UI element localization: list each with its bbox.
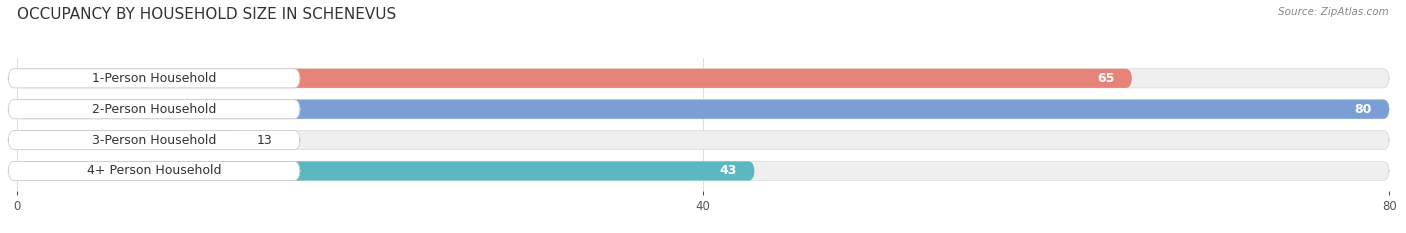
FancyBboxPatch shape [17, 130, 240, 150]
FancyBboxPatch shape [17, 130, 1389, 150]
FancyBboxPatch shape [8, 161, 299, 181]
FancyBboxPatch shape [17, 100, 1389, 119]
FancyBboxPatch shape [8, 130, 299, 150]
FancyBboxPatch shape [17, 100, 1389, 119]
Text: 80: 80 [1354, 103, 1372, 116]
Text: 3-Person Household: 3-Person Household [91, 134, 217, 147]
Text: Source: ZipAtlas.com: Source: ZipAtlas.com [1278, 7, 1389, 17]
Text: OCCUPANCY BY HOUSEHOLD SIZE IN SCHENEVUS: OCCUPANCY BY HOUSEHOLD SIZE IN SCHENEVUS [17, 7, 396, 22]
FancyBboxPatch shape [17, 69, 1389, 88]
FancyBboxPatch shape [8, 100, 299, 119]
Text: 43: 43 [720, 164, 737, 178]
Text: 2-Person Household: 2-Person Household [91, 103, 217, 116]
Text: 65: 65 [1097, 72, 1115, 85]
FancyBboxPatch shape [17, 69, 1132, 88]
Text: 4+ Person Household: 4+ Person Household [87, 164, 221, 178]
FancyBboxPatch shape [8, 69, 299, 88]
FancyBboxPatch shape [17, 161, 755, 181]
Text: 13: 13 [257, 134, 273, 147]
Text: 1-Person Household: 1-Person Household [91, 72, 217, 85]
FancyBboxPatch shape [17, 161, 1389, 181]
